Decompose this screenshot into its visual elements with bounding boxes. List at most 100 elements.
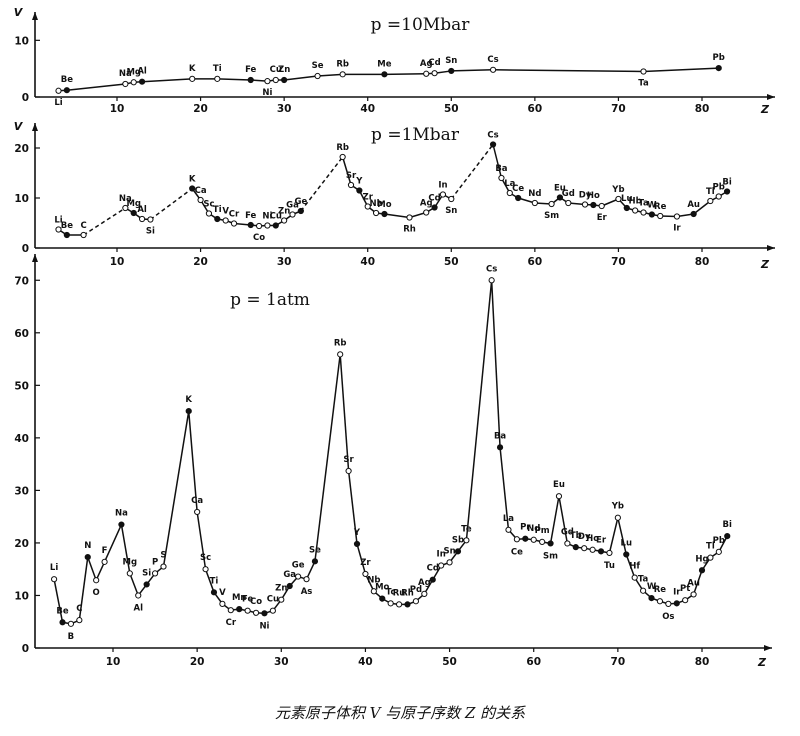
- element-label: La: [503, 514, 514, 524]
- element-label: Dy: [579, 191, 592, 201]
- y-tick-label: 10: [14, 193, 29, 205]
- y-tick-label: 10: [14, 590, 29, 602]
- data-point-In: [439, 191, 447, 198]
- data-point-Ho: [589, 546, 596, 553]
- element-label: Dy: [578, 532, 591, 542]
- data-point-Be: [63, 231, 70, 239]
- element-label: Pb: [713, 183, 725, 193]
- data-point-Er: [597, 548, 605, 555]
- element-label: Fe: [245, 65, 256, 75]
- element-label: V: [222, 207, 229, 217]
- series-segment: [284, 75, 318, 81]
- element-label: C: [76, 604, 82, 614]
- element-label: Pr: [520, 523, 531, 533]
- y-axis-arrow: [32, 12, 38, 20]
- data-point-Li: [55, 226, 62, 233]
- data-point-Pm: [539, 538, 546, 545]
- data-point-Si: [147, 216, 154, 223]
- element-label: La: [504, 179, 515, 189]
- x-tick-label: 50: [444, 103, 459, 115]
- element-label: Cd: [428, 194, 440, 204]
- element-label: Eu: [554, 184, 566, 194]
- series-segment: [87, 556, 97, 581]
- data-point-K: [189, 185, 196, 192]
- element-label: Bi: [722, 178, 731, 188]
- data-point-Zn: [281, 217, 288, 224]
- data-point-Au: [690, 210, 697, 218]
- element-label: Cr: [226, 618, 237, 628]
- element-label: Hb: [629, 197, 642, 207]
- series-segment: [384, 213, 410, 219]
- data-point-Na: [122, 204, 129, 212]
- data-point-Cu: [272, 76, 279, 84]
- data-point-Si: [143, 581, 150, 588]
- data-point-Mg: [130, 79, 137, 86]
- element-label: In: [438, 181, 447, 191]
- element-label: Y: [355, 177, 363, 187]
- data-point-Hf: [631, 574, 638, 581]
- element-label: K: [189, 175, 196, 185]
- data-point-Ag: [423, 70, 430, 77]
- element-label: Nb: [369, 199, 382, 209]
- data-point-Na: [118, 521, 125, 528]
- element-label: Tc: [386, 587, 396, 597]
- x-tick-label: 30: [274, 656, 289, 668]
- data-point-Re: [656, 598, 664, 605]
- series-segment: [549, 496, 560, 544]
- series-segment: [196, 511, 207, 570]
- data-point-B: [67, 620, 75, 627]
- data-point-Ca: [194, 508, 201, 516]
- series-segment: [465, 280, 493, 541]
- x-tick-label: 40: [358, 656, 373, 668]
- element-label: Ir: [673, 587, 681, 597]
- element-label: Nd: [527, 524, 540, 534]
- series-segment: [187, 411, 198, 513]
- element-label: Cs: [486, 264, 497, 274]
- data-point-Cr: [227, 607, 234, 614]
- x-tick-label: 10: [106, 656, 121, 668]
- element-label: B: [68, 632, 74, 642]
- element-label: P: [152, 557, 158, 567]
- series-segment: [53, 579, 64, 623]
- y-tick-label: 40: [14, 433, 29, 445]
- data-point-Pb: [715, 65, 722, 72]
- element-label: Fe: [245, 211, 256, 221]
- element-label: Ho: [586, 534, 599, 544]
- series-segment: [95, 561, 106, 581]
- series-segment: [129, 573, 139, 596]
- x-tick-label: 20: [193, 103, 208, 115]
- element-label: Ce: [511, 547, 523, 557]
- series-segment: [217, 78, 251, 81]
- element-label: Ti: [210, 576, 219, 586]
- data-point-Cu: [269, 607, 276, 614]
- series-segment-dashed: [300, 156, 344, 212]
- element-label: Na: [115, 509, 128, 519]
- data-point-Tu: [606, 549, 613, 557]
- data-point-Ta: [640, 68, 647, 75]
- data-point-Gd: [564, 540, 571, 547]
- x-tick-label: 10: [110, 256, 125, 268]
- element-label: V: [219, 588, 226, 598]
- data-point-Gd: [565, 199, 572, 207]
- element-label: Tl: [706, 187, 715, 197]
- element-label: Be: [61, 75, 73, 85]
- element-label: Cu: [270, 65, 282, 75]
- data-point-Fe: [244, 607, 251, 614]
- y-tick-label: 30: [14, 485, 29, 497]
- data-point-Ce: [515, 194, 522, 202]
- data-point-Sn: [448, 67, 455, 75]
- element-label: Lu: [621, 194, 632, 204]
- data-point-Mn: [236, 606, 243, 613]
- data-point-Zn: [278, 596, 285, 603]
- data-point-Ta: [640, 587, 647, 594]
- element-label: Pd: [410, 585, 422, 595]
- element-label: Rb: [334, 338, 347, 348]
- element-label: Cd: [428, 58, 440, 68]
- data-point-W: [648, 211, 655, 218]
- element-label: Pb: [713, 53, 725, 63]
- element-label: Er: [596, 535, 607, 545]
- figure-caption: 元素原子体积 V 与原子序数 Z 的关系: [275, 704, 526, 722]
- x-axis-label: Z: [760, 103, 770, 116]
- element-label: Os: [662, 612, 674, 622]
